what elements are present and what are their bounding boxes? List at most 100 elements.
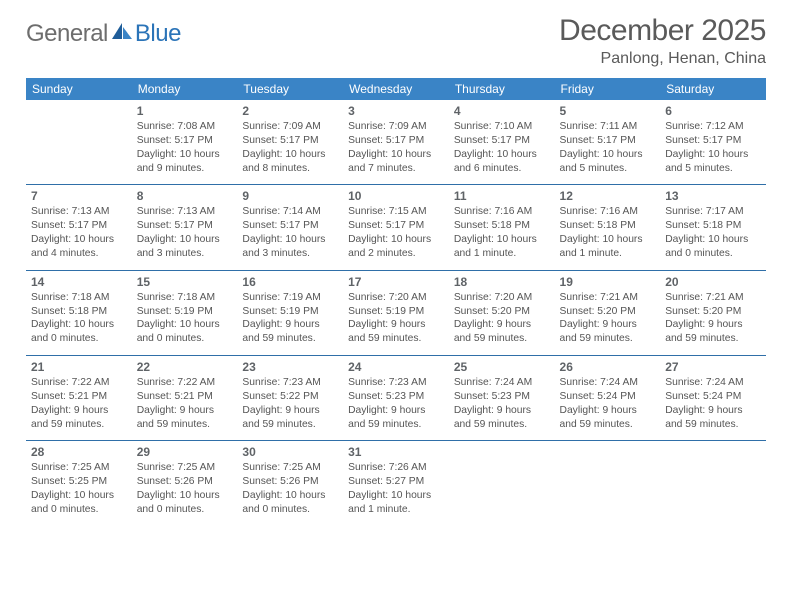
day-number: 14 [31, 274, 127, 290]
day-cell: 24Sunrise: 7:23 AMSunset: 5:23 PMDayligh… [343, 355, 449, 438]
daylight-line: Daylight: 9 hours and 59 minutes. [137, 404, 233, 432]
day-number: 5 [560, 103, 656, 119]
sunset-line: Sunset: 5:20 PM [454, 305, 550, 319]
daylight-line: Daylight: 10 hours and 3 minutes. [242, 233, 338, 261]
title-block: December 2025 Panlong, Henan, China [559, 14, 766, 68]
daylight-line: Daylight: 10 hours and 5 minutes. [560, 148, 656, 176]
sunset-line: Sunset: 5:26 PM [242, 475, 338, 489]
sunset-line: Sunset: 5:17 PM [454, 134, 550, 148]
logo-text-blue: Blue [135, 20, 181, 48]
sunrise-line: Sunrise: 7:22 AM [31, 376, 127, 390]
day-cell: 23Sunrise: 7:23 AMSunset: 5:22 PMDayligh… [237, 355, 343, 438]
daylight-line: Daylight: 10 hours and 2 minutes. [348, 233, 444, 261]
day-number: 24 [348, 359, 444, 375]
day-cell: 19Sunrise: 7:21 AMSunset: 5:20 PMDayligh… [555, 270, 661, 353]
day-cell: 28Sunrise: 7:25 AMSunset: 5:25 PMDayligh… [26, 441, 132, 524]
day-number: 25 [454, 359, 550, 375]
sunset-line: Sunset: 5:17 PM [242, 219, 338, 233]
sunset-line: Sunset: 5:23 PM [454, 390, 550, 404]
day-cell: 22Sunrise: 7:22 AMSunset: 5:21 PMDayligh… [132, 355, 238, 438]
week-row: 1Sunrise: 7:08 AMSunset: 5:17 PMDaylight… [26, 100, 766, 183]
day-cell: 25Sunrise: 7:24 AMSunset: 5:23 PMDayligh… [449, 355, 555, 438]
sunrise-line: Sunrise: 7:18 AM [31, 291, 127, 305]
day-cell: 14Sunrise: 7:18 AMSunset: 5:18 PMDayligh… [26, 270, 132, 353]
sunset-line: Sunset: 5:18 PM [665, 219, 761, 233]
day-cell: 21Sunrise: 7:22 AMSunset: 5:21 PMDayligh… [26, 355, 132, 438]
daylight-line: Daylight: 10 hours and 8 minutes. [242, 148, 338, 176]
day-number: 6 [665, 103, 761, 119]
sunset-line: Sunset: 5:18 PM [560, 219, 656, 233]
day-header-wednesday: Wednesday [343, 78, 449, 100]
daylight-line: Daylight: 9 hours and 59 minutes. [665, 404, 761, 432]
day-cell: 10Sunrise: 7:15 AMSunset: 5:17 PMDayligh… [343, 185, 449, 268]
sunrise-line: Sunrise: 7:23 AM [348, 376, 444, 390]
sunset-line: Sunset: 5:19 PM [242, 305, 338, 319]
sunset-line: Sunset: 5:23 PM [348, 390, 444, 404]
sunset-line: Sunset: 5:18 PM [31, 305, 127, 319]
daylight-line: Daylight: 9 hours and 59 minutes. [665, 318, 761, 346]
sunrise-line: Sunrise: 7:23 AM [242, 376, 338, 390]
day-number: 8 [137, 188, 233, 204]
day-cell: 20Sunrise: 7:21 AMSunset: 5:20 PMDayligh… [660, 270, 766, 353]
day-header-friday: Friday [555, 78, 661, 100]
day-cell: 15Sunrise: 7:18 AMSunset: 5:19 PMDayligh… [132, 270, 238, 353]
sunset-line: Sunset: 5:21 PM [31, 390, 127, 404]
sunset-line: Sunset: 5:17 PM [242, 134, 338, 148]
day-cell: 31Sunrise: 7:26 AMSunset: 5:27 PMDayligh… [343, 441, 449, 524]
sunrise-line: Sunrise: 7:24 AM [665, 376, 761, 390]
sunrise-line: Sunrise: 7:13 AM [137, 205, 233, 219]
daylight-line: Daylight: 9 hours and 59 minutes. [31, 404, 127, 432]
day-cell [660, 441, 766, 524]
sunrise-line: Sunrise: 7:22 AM [137, 376, 233, 390]
day-cell: 27Sunrise: 7:24 AMSunset: 5:24 PMDayligh… [660, 355, 766, 438]
sunrise-line: Sunrise: 7:14 AM [242, 205, 338, 219]
day-cell: 12Sunrise: 7:16 AMSunset: 5:18 PMDayligh… [555, 185, 661, 268]
daylight-line: Daylight: 10 hours and 1 minute. [348, 489, 444, 517]
sunset-line: Sunset: 5:27 PM [348, 475, 444, 489]
day-cell: 6Sunrise: 7:12 AMSunset: 5:17 PMDaylight… [660, 100, 766, 183]
sunrise-line: Sunrise: 7:25 AM [242, 461, 338, 475]
day-cell: 13Sunrise: 7:17 AMSunset: 5:18 PMDayligh… [660, 185, 766, 268]
daylight-line: Daylight: 10 hours and 9 minutes. [137, 148, 233, 176]
day-header-tuesday: Tuesday [237, 78, 343, 100]
daylight-line: Daylight: 10 hours and 0 minutes. [137, 318, 233, 346]
sunrise-line: Sunrise: 7:25 AM [137, 461, 233, 475]
sunrise-line: Sunrise: 7:26 AM [348, 461, 444, 475]
day-number: 31 [348, 444, 444, 460]
daylight-line: Daylight: 10 hours and 0 minutes. [31, 318, 127, 346]
sunset-line: Sunset: 5:19 PM [348, 305, 444, 319]
daylight-line: Daylight: 9 hours and 59 minutes. [348, 318, 444, 346]
sunrise-line: Sunrise: 7:13 AM [31, 205, 127, 219]
daylight-line: Daylight: 10 hours and 0 minutes. [31, 489, 127, 517]
calendar-table: SundayMondayTuesdayWednesdayThursdayFrid… [26, 78, 766, 524]
day-number: 17 [348, 274, 444, 290]
location: Panlong, Henan, China [559, 50, 766, 68]
sunset-line: Sunset: 5:20 PM [560, 305, 656, 319]
sunset-line: Sunset: 5:24 PM [665, 390, 761, 404]
sunset-line: Sunset: 5:19 PM [137, 305, 233, 319]
day-cell: 29Sunrise: 7:25 AMSunset: 5:26 PMDayligh… [132, 441, 238, 524]
day-number: 13 [665, 188, 761, 204]
daylight-line: Daylight: 10 hours and 4 minutes. [31, 233, 127, 261]
day-cell [449, 441, 555, 524]
daylight-line: Daylight: 9 hours and 59 minutes. [242, 318, 338, 346]
day-number: 9 [242, 188, 338, 204]
day-header-thursday: Thursday [449, 78, 555, 100]
daylight-line: Daylight: 9 hours and 59 minutes. [454, 404, 550, 432]
sunrise-line: Sunrise: 7:10 AM [454, 120, 550, 134]
day-number: 16 [242, 274, 338, 290]
day-cell: 11Sunrise: 7:16 AMSunset: 5:18 PMDayligh… [449, 185, 555, 268]
day-number: 18 [454, 274, 550, 290]
day-number: 4 [454, 103, 550, 119]
sunrise-line: Sunrise: 7:24 AM [560, 376, 656, 390]
day-cell: 1Sunrise: 7:08 AMSunset: 5:17 PMDaylight… [132, 100, 238, 183]
header: General Blue December 2025 Panlong, Hena… [26, 14, 766, 68]
sunset-line: Sunset: 5:17 PM [137, 134, 233, 148]
day-number: 19 [560, 274, 656, 290]
daylight-line: Daylight: 10 hours and 7 minutes. [348, 148, 444, 176]
day-number: 1 [137, 103, 233, 119]
day-header-monday: Monday [132, 78, 238, 100]
day-number: 26 [560, 359, 656, 375]
daylight-line: Daylight: 9 hours and 59 minutes. [560, 404, 656, 432]
sunset-line: Sunset: 5:17 PM [665, 134, 761, 148]
